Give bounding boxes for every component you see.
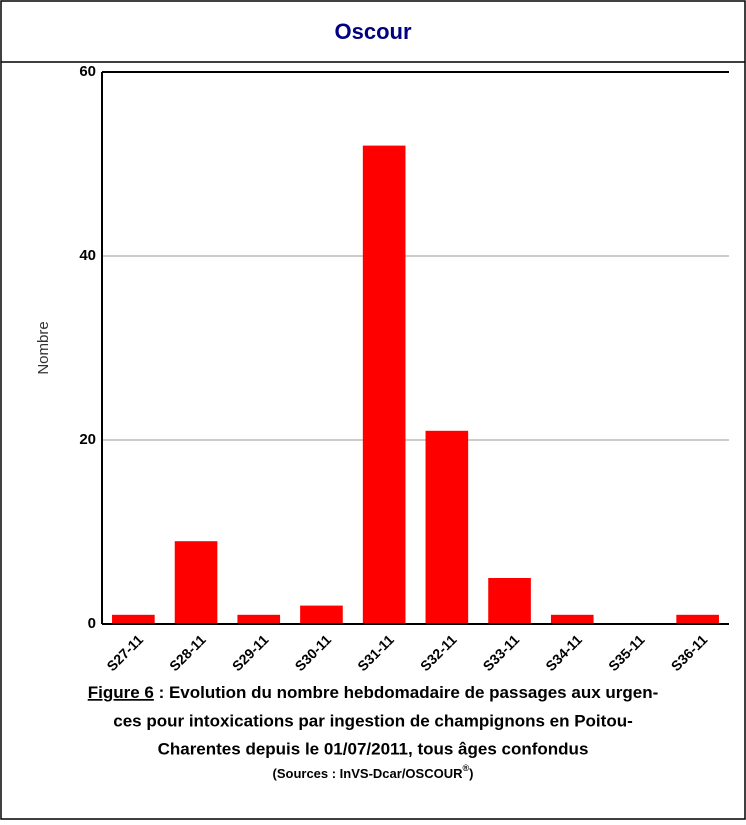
bar: [488, 578, 531, 624]
y-tick-label: 20: [79, 431, 96, 448]
bar: [174, 541, 218, 624]
bar: [237, 614, 281, 624]
source-mark: ®: [463, 763, 470, 773]
y-tick-label: 40: [79, 247, 96, 264]
y-tick-label: 0: [88, 615, 96, 632]
chart-title: Oscour: [334, 19, 411, 44]
bar: [362, 145, 406, 624]
caption-text: : Evolution du nombre hebdomadaire de pa…: [154, 683, 658, 702]
source-text: (Sources : InVS-Dcar/OSCOUR: [273, 766, 464, 781]
bar: [300, 605, 343, 624]
caption-line: ces pour intoxications par ingestion de …: [113, 711, 633, 730]
caption-line: Figure 6 : Evolution du nombre hebdomada…: [88, 683, 659, 702]
figure-label: Figure 6: [88, 683, 154, 702]
bar: [550, 614, 594, 624]
source: (Sources : InVS-Dcar/OSCOUR®): [273, 763, 474, 781]
source-end: ): [469, 766, 473, 781]
bar: [676, 614, 719, 624]
caption-line: Charentes depuis le 01/07/2011, tous âge…: [158, 739, 589, 758]
y-tick-label: 60: [79, 63, 96, 80]
bar: [425, 430, 469, 624]
bar: [112, 614, 155, 624]
y-axis-label: Nombre: [35, 321, 52, 374]
